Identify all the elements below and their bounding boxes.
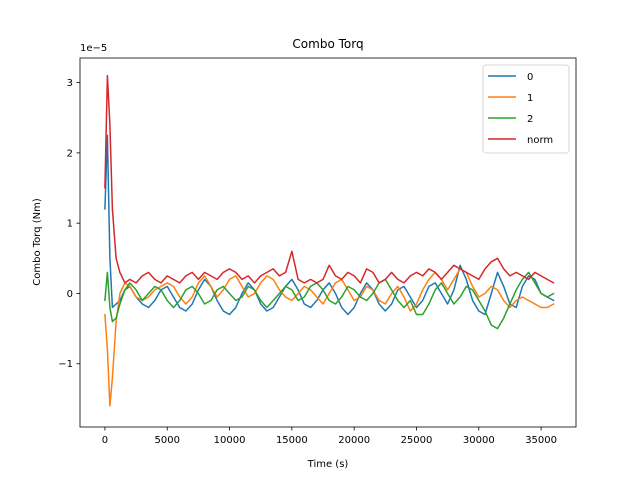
y-tick-label: −1 <box>58 359 73 370</box>
legend-label-1: 1 <box>527 93 533 104</box>
series-line-1 <box>104 268 555 407</box>
x-tick-label: 35000 <box>525 435 557 446</box>
x-tick-label: 5000 <box>155 435 180 446</box>
x-tick-label: 30000 <box>463 435 495 446</box>
legend-label-2: 2 <box>527 114 533 125</box>
axes-frame <box>79 57 577 428</box>
x-tick-label: 15000 <box>276 435 308 446</box>
x-tick-label: 10000 <box>214 435 246 446</box>
x-axis: 0 5000 10000 15000 20000 25000 30000 35000 <box>102 427 557 446</box>
x-axis-label: Time (s) <box>307 459 349 470</box>
series-layer <box>104 74 555 407</box>
y-tick-label: 1 <box>67 219 73 230</box>
y-offset-text: 1e−5 <box>80 43 107 54</box>
y-axis-label: Combo Torq (Nm) <box>32 198 43 286</box>
legend-label-0: 0 <box>527 72 533 83</box>
chart-title: Combo Torq <box>292 37 363 51</box>
legend: 0 1 2 norm <box>482 64 570 154</box>
y-tick-label: 2 <box>67 148 73 159</box>
series-line-0 <box>104 134 555 316</box>
y-tick-label: 3 <box>67 78 73 89</box>
series-line-norm <box>104 74 555 284</box>
x-tick-label: 20000 <box>338 435 370 446</box>
y-tick-label: 0 <box>67 289 73 300</box>
plot-area <box>79 57 577 428</box>
legend-label-norm: norm <box>527 135 553 146</box>
y-axis: −1 0 1 2 3 <box>58 78 80 370</box>
series-line-2 <box>104 271 555 330</box>
x-tick-label: 25000 <box>401 435 433 446</box>
x-tick-label: 0 <box>102 435 108 446</box>
legend-frame <box>482 64 570 154</box>
